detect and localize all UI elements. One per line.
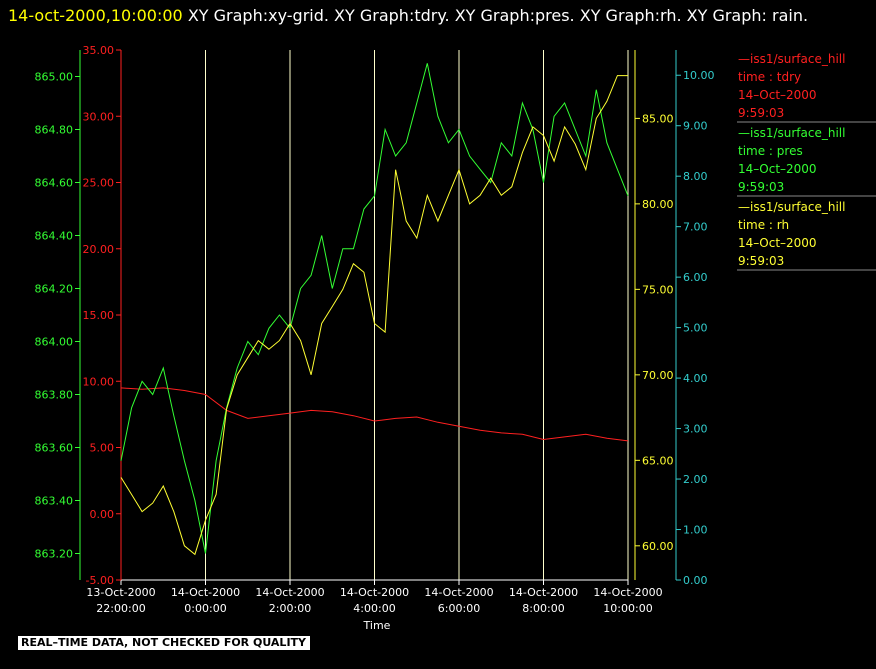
- pres-tick-label: 863.40: [35, 495, 74, 508]
- graph-header: 14-oct-2000,10:00:00 XY Graph:xy-grid. X…: [8, 4, 868, 28]
- legend-text: 14–Oct–2000: [738, 88, 817, 102]
- legend-text: —iss1/surface_hill: [738, 126, 845, 140]
- pres-tick-label: 863.60: [35, 442, 74, 455]
- pres-tick-label: 863.20: [35, 548, 74, 561]
- rain-tick-label: 8.00: [683, 170, 708, 183]
- rh-tick-label: 85.00: [642, 112, 674, 125]
- legend-text: —iss1/surface_hill: [738, 200, 845, 214]
- rain-tick-label: 6.00: [683, 271, 708, 284]
- pres-tick-label: 864.40: [35, 230, 74, 243]
- tdry-tick-label: 25.00: [83, 177, 115, 190]
- tdry-tick-label: 35.00: [83, 44, 115, 57]
- header-graph-titles: XY Graph:xy-grid. XY Graph:tdry. XY Grap…: [182, 6, 809, 25]
- rh-tick-label: 75.00: [642, 283, 674, 296]
- x-tick-label: 2:00:00: [269, 602, 311, 615]
- x-tick-label: 8:00:00: [522, 602, 564, 615]
- tdry-tick-label: 20.00: [83, 243, 115, 256]
- rain-tick-label: 9.00: [683, 120, 708, 133]
- legend-text: time : tdry: [738, 70, 801, 84]
- x-tick-label: 4:00:00: [353, 602, 395, 615]
- rain-tick-label: 4.00: [683, 372, 708, 385]
- pres-tick-label: 863.80: [35, 389, 74, 402]
- x-tick-label: 14-Oct-2000: [255, 586, 324, 599]
- x-tick-label: 14-Oct-2000: [509, 586, 578, 599]
- rain-tick-label: 5.00: [683, 322, 708, 335]
- legend-text: —iss1/surface_hill: [738, 52, 845, 66]
- pres-tick-label: 864.20: [35, 283, 74, 296]
- rain-tick-label: 1.00: [683, 524, 708, 537]
- header-timestamp: 14-oct-2000,10:00:00: [8, 6, 183, 25]
- quality-note: REAL–TIME DATA, NOT CHECKED FOR QUALITY: [18, 636, 310, 650]
- tdry-tick-label: 10.00: [83, 375, 115, 388]
- pres-tick-label: 865.00: [35, 71, 74, 84]
- tdry-tick-label: 5.00: [90, 442, 115, 455]
- legend-text: 9:59:03: [738, 106, 784, 120]
- x-tick-label: 22:00:00: [96, 602, 145, 615]
- x-tick-label: 10:00:00: [603, 602, 652, 615]
- pres-tick-label: 864.60: [35, 177, 74, 190]
- rain-tick-label: 3.00: [683, 423, 708, 436]
- rain-tick-label: 7.00: [683, 221, 708, 234]
- x-tick-label: 14-Oct-2000: [340, 586, 409, 599]
- rain-tick-label: 2.00: [683, 473, 708, 486]
- legend-text: 9:59:03: [738, 254, 784, 268]
- pres-tick-label: 864.00: [35, 336, 74, 349]
- legend-text: 14–Oct–2000: [738, 162, 817, 176]
- series-line-rh: [120, 75, 628, 556]
- tdry-tick-label: -5.00: [86, 574, 114, 587]
- x-tick-label: 0:00:00: [184, 602, 226, 615]
- legend-text: 9:59:03: [738, 180, 784, 194]
- x-tick-label: 14-Oct-2000: [171, 586, 240, 599]
- rain-tick-label: 0.00: [683, 574, 708, 587]
- legend-text: time : rh: [738, 218, 789, 232]
- tdry-tick-label: 15.00: [83, 309, 115, 322]
- x-tick-label: 6:00:00: [438, 602, 480, 615]
- legend-text: time : pres: [738, 144, 803, 158]
- x-tick-label: 14-Oct-2000: [593, 586, 662, 599]
- series-line-pres: [120, 63, 629, 554]
- tdry-tick-label: 30.00: [83, 110, 115, 123]
- x-tick-label: 13-Oct-2000: [86, 586, 155, 599]
- rh-tick-label: 60.00: [642, 540, 674, 553]
- rh-tick-label: 80.00: [642, 198, 674, 211]
- x-tick-label: 14-Oct-2000: [424, 586, 493, 599]
- legend-text: 14–Oct–2000: [738, 236, 817, 250]
- x-axis-label: Time: [363, 619, 391, 632]
- rh-tick-label: 70.00: [642, 369, 674, 382]
- tdry-tick-label: 0.00: [90, 508, 115, 521]
- series-line-tdry: [120, 387, 629, 442]
- rain-tick-label: 10.00: [683, 69, 715, 82]
- pres-tick-label: 864.80: [35, 124, 74, 137]
- rh-tick-label: 65.00: [642, 454, 674, 467]
